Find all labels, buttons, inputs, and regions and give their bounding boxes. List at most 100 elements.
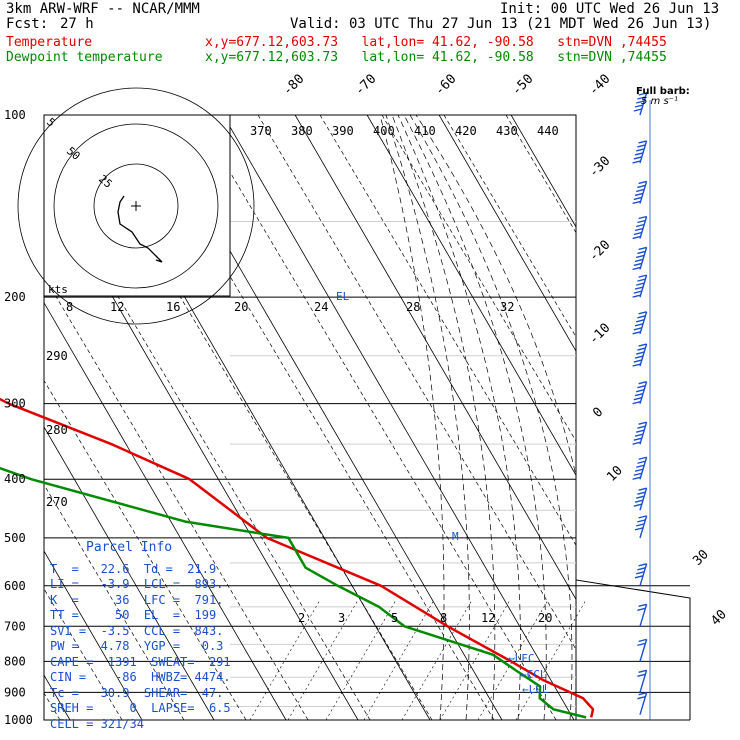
dry-adiabat-line (319, 115, 576, 546)
dewpoint-location-info: x,y=677.12,603.73 lat,lon= 41.62, -90.58… (205, 50, 667, 65)
wind-barb-shaft (639, 604, 648, 627)
wind-barb-flag (638, 487, 647, 491)
theta-label: 270 (46, 495, 68, 509)
wind-barb-flag (634, 468, 644, 472)
theta-e-label: 410 (414, 124, 436, 138)
temperature-legend-label: Temperature (6, 35, 93, 50)
wind-barb-flag (633, 156, 642, 160)
wind-barb-shaft (639, 639, 648, 662)
isobar-label: 900 (4, 685, 26, 699)
wind-barb-flag (632, 331, 641, 335)
moist-adiabat-line (385, 115, 470, 720)
wind-barb-shaft (639, 343, 648, 367)
moist-adiabat-line (409, 115, 573, 720)
wind-barb (632, 456, 648, 480)
wind-barb-shaft (639, 181, 648, 204)
moist-adiabat-line (403, 115, 547, 720)
wind-barb-flag (637, 250, 646, 255)
wind-barb-flag (638, 180, 647, 185)
temperature-location-info: x,y=677.12,603.73 lat,lon= 41.62, -90.58… (205, 35, 667, 50)
isobar-label: 700 (4, 619, 26, 633)
wind-barb-flag (637, 607, 646, 611)
theta-e-label: 440 (537, 124, 559, 138)
parcel-row: Tc = 30.9 SHEAR= 47. (50, 686, 224, 700)
wind-barb-flag (634, 286, 644, 290)
wind-barb-flag (634, 392, 644, 397)
wind-barb-flag (637, 219, 646, 224)
wind-barb-flag (638, 515, 647, 519)
theta-e-label: 390 (332, 124, 354, 138)
isotherm-line (366, 115, 576, 476)
wind-barb-flag (633, 262, 642, 267)
wind-barb (637, 692, 648, 715)
wind-barb-flag (632, 235, 641, 240)
wind-barb-flag (633, 359, 642, 363)
isobar-label: 300 (4, 397, 26, 411)
mixing-ratio-line (515, 599, 587, 720)
wind-barb-flag (636, 100, 645, 104)
isotherm-label: -30 (586, 154, 613, 181)
wind-barb-flag (632, 266, 641, 271)
mixing-ratio-label: 20 (234, 300, 248, 314)
forecast-hour: 27 h (60, 16, 94, 32)
sounding-profiles (0, 397, 595, 719)
wind-barb-flag (637, 491, 646, 495)
mixing-ratio-line (401, 599, 473, 720)
wind-barb-shaft (639, 457, 648, 480)
wind-barb-flag (638, 638, 647, 643)
ccl-annotation: ←CCL (520, 668, 547, 681)
wind-barb-flag (636, 429, 645, 433)
wind-barb-flag (638, 140, 647, 144)
mixing-ratio-label: 32 (500, 300, 514, 314)
wind-barb-flag (637, 315, 646, 319)
isobar-label: 600 (4, 579, 26, 593)
wind-barb-flag (637, 567, 646, 571)
isotherm-label: 30 (690, 547, 712, 569)
wind-barb-flag (632, 200, 641, 205)
wind-barb (632, 343, 648, 367)
dry-adiabat-line (44, 275, 309, 720)
wind-barb-flag (638, 380, 647, 385)
wind-barb (634, 515, 648, 539)
parcel-info-panel: Parcel Info T = 22.6 Td = 21.9 LI = -3.9… (44, 536, 231, 734)
wind-barb-flag (638, 603, 647, 607)
wind-barb-shaft (639, 311, 648, 335)
isobar-label: 500 (4, 531, 26, 545)
dewpoint-legend-label: Dewpoint temperature (6, 50, 163, 65)
parcel-row: SVI = -3.5 CCL = 843. (50, 624, 224, 638)
wind-barb-flag (637, 347, 646, 351)
wind-barb-flag (633, 196, 642, 201)
hodograph-ring-inner (93, 163, 179, 249)
wind-barb-flag (638, 563, 647, 567)
dry-adiabat-line (133, 115, 495, 720)
theta-e-label: 400 (373, 124, 395, 138)
mixing-ratio-low-label: 20 (538, 611, 552, 625)
mixing-ratio-low-label: 3 (338, 611, 345, 625)
wind-barb-flag (632, 294, 641, 298)
wind-barb-flag (638, 215, 647, 220)
wind-barb-flag (638, 421, 647, 425)
wind-barb-shaft (639, 92, 648, 116)
hodograph-ring-outermost (17, 87, 255, 325)
wind-barb-flag (636, 148, 645, 152)
temperature-profile (0, 397, 595, 718)
lower-skewed-lines (249, 599, 587, 720)
isobar-label: 400 (4, 472, 26, 486)
wind-barb-flag (632, 363, 641, 367)
wind-barb-flag (637, 184, 646, 189)
wind-barb (632, 180, 648, 205)
mixing-ratio-label: 16 (166, 300, 180, 314)
dry-adiabat-line (44, 379, 247, 720)
wind-barb-flag (634, 192, 644, 197)
wind-barb-flag (634, 152, 644, 156)
isotherm-line (44, 426, 215, 720)
parcel-row: CAPE = 1391 SWEAT= 291 (50, 655, 231, 669)
parcel-row: TT = 50 EL = 199 (50, 608, 217, 622)
wind-barb-flag (636, 464, 645, 468)
isotherm-label: -80 (280, 72, 307, 99)
wind-barb-flag (636, 223, 645, 228)
wind-barb (632, 246, 648, 271)
isobar-label: 1000 (4, 713, 33, 727)
wind-barb-flag (637, 278, 646, 282)
isobar-label: 100 (4, 108, 26, 122)
